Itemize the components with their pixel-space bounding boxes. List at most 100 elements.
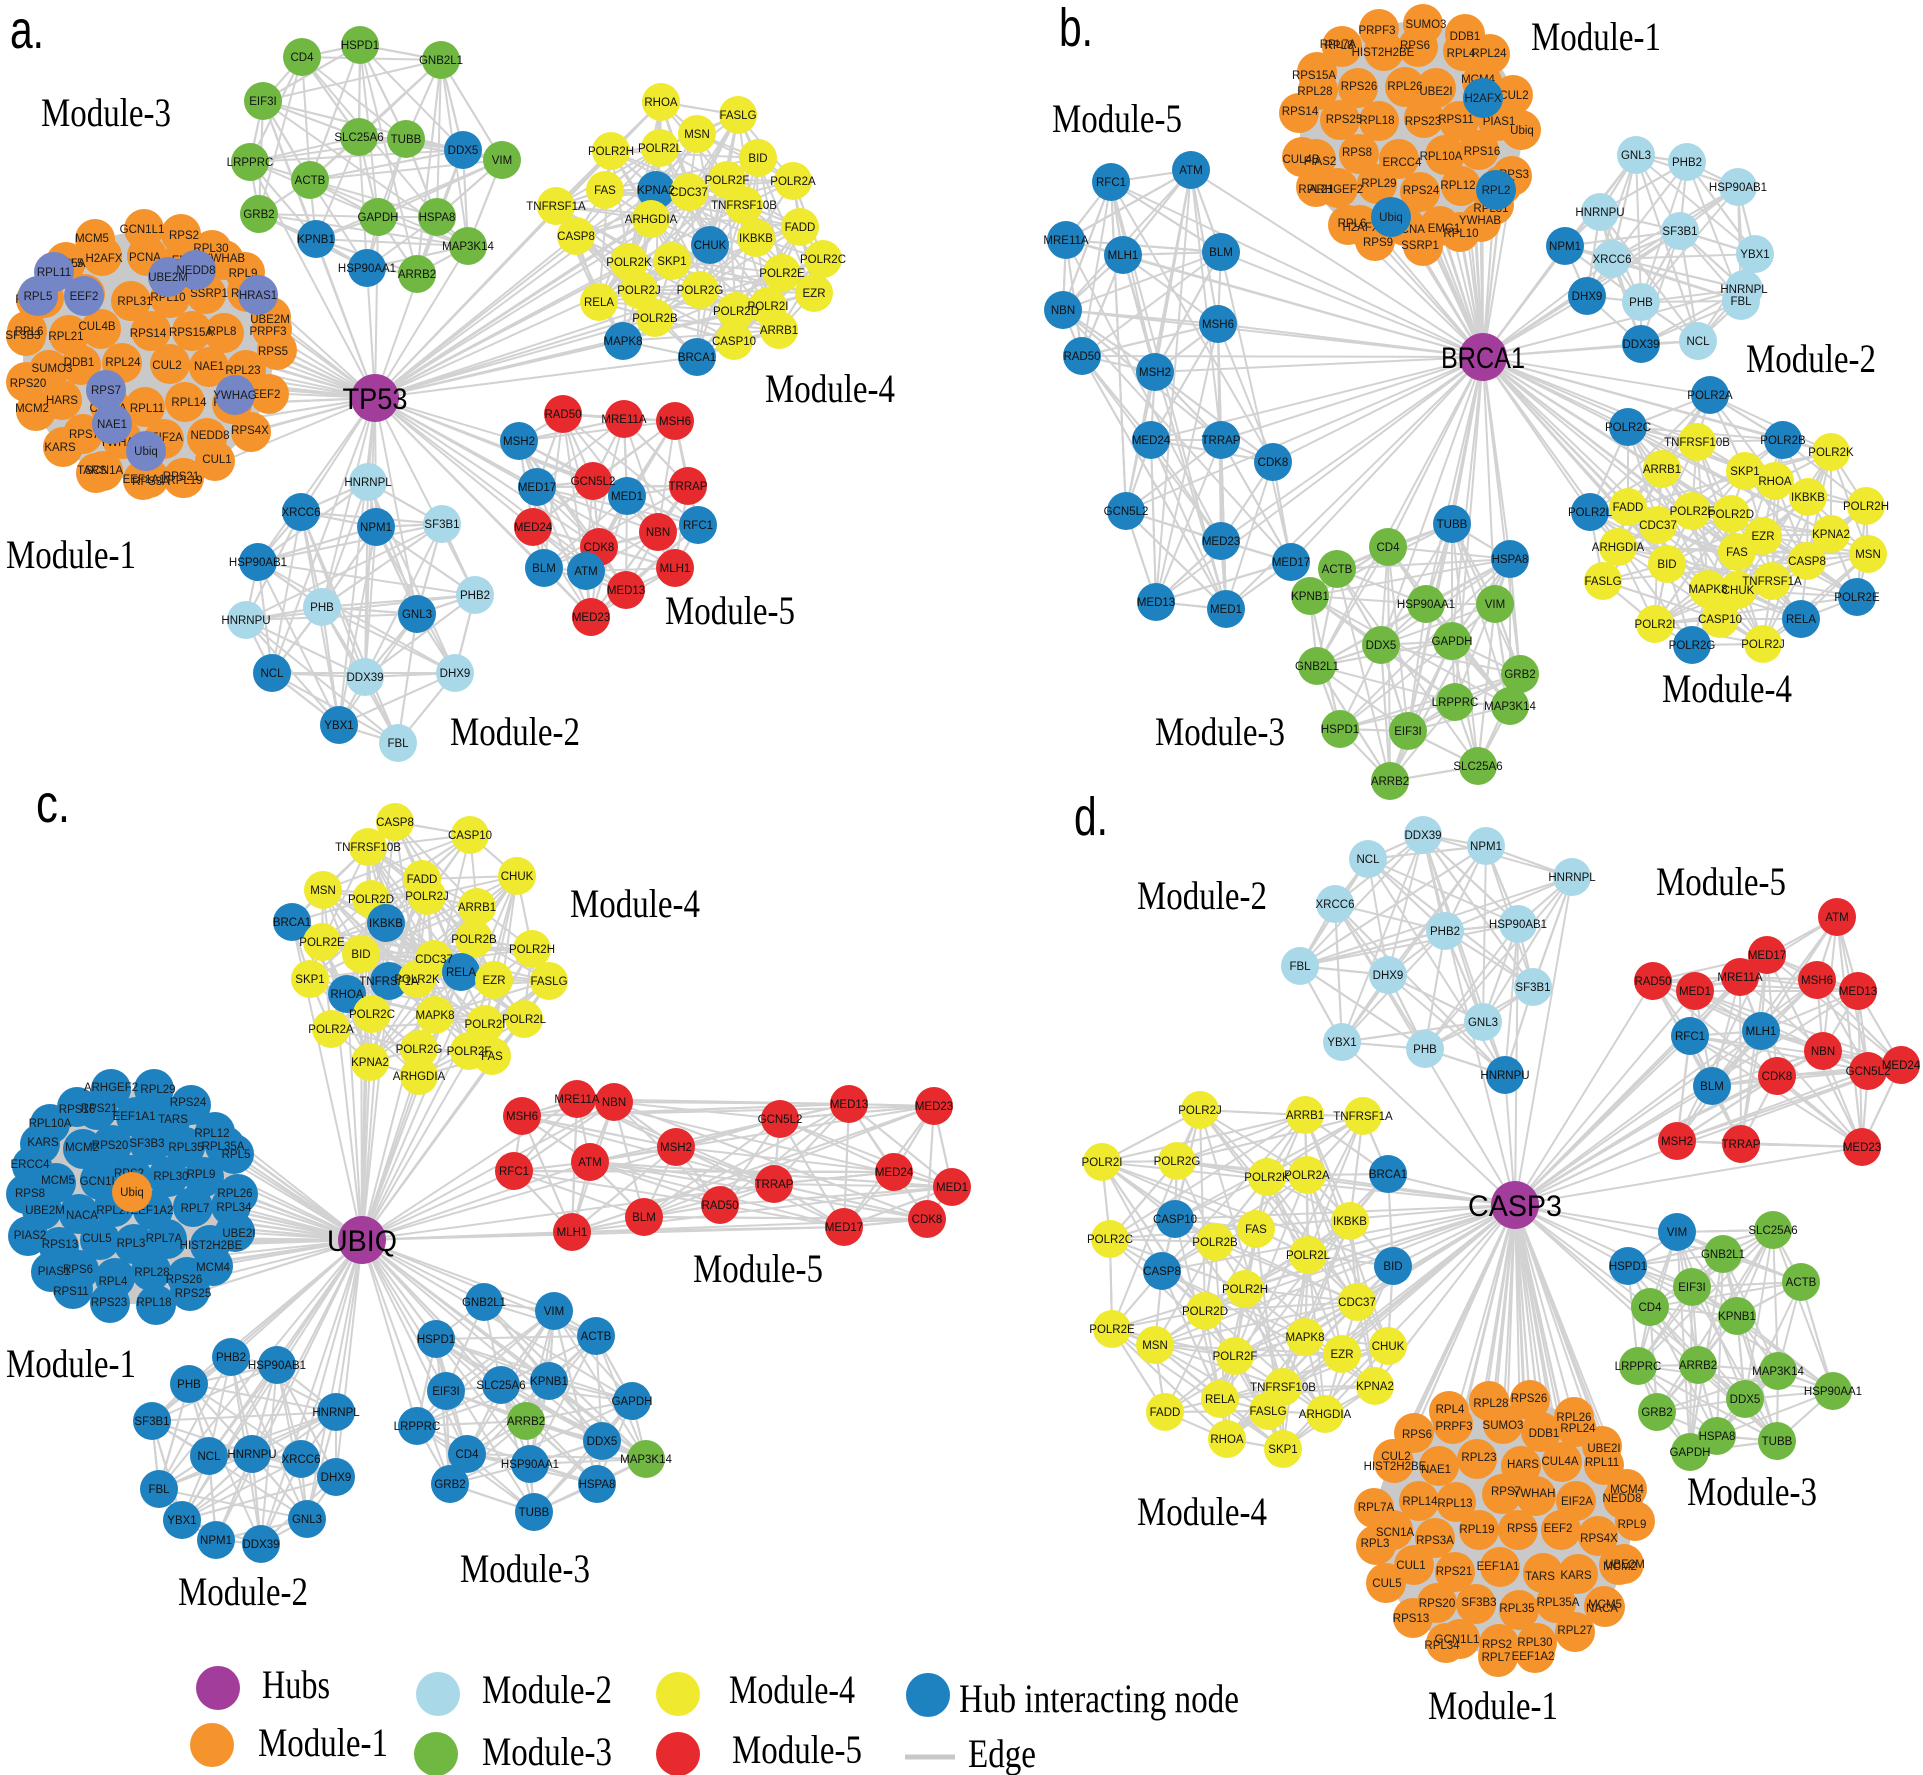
- svg-text:YBX1: YBX1: [167, 1515, 196, 1527]
- svg-text:POLR2E: POLR2E: [299, 937, 345, 949]
- svg-text:Ubiq: Ubiq: [1510, 125, 1534, 137]
- svg-text:Edge: Edge: [968, 1731, 1036, 1775]
- svg-text:POLR2C: POLR2C: [349, 1009, 395, 1021]
- svg-text:RPL3: RPL3: [117, 1238, 146, 1250]
- svg-text:ERCC4: ERCC4: [1383, 157, 1423, 169]
- svg-text:RPL18: RPL18: [1359, 115, 1394, 127]
- svg-text:RPL10A: RPL10A: [29, 1118, 72, 1130]
- svg-text:GNB2L1: GNB2L1: [1295, 661, 1339, 673]
- svg-text:b.: b.: [1059, 0, 1093, 58]
- svg-text:ARHGDIA: ARHGDIA: [1592, 542, 1645, 554]
- svg-text:RELA: RELA: [1205, 1394, 1235, 1406]
- svg-text:SCN1A: SCN1A: [1376, 1527, 1415, 1539]
- svg-text:MED23: MED23: [1202, 536, 1240, 548]
- svg-text:POLR2D: POLR2D: [348, 894, 394, 906]
- svg-text:RPL5: RPL5: [222, 1149, 251, 1161]
- svg-text:SKP1: SKP1: [1730, 466, 1759, 478]
- svg-text:MAPK8: MAPK8: [1286, 1332, 1325, 1344]
- svg-text:EIF3I: EIF3I: [1678, 1282, 1705, 1294]
- svg-text:RPL12: RPL12: [194, 1128, 229, 1140]
- svg-text:PRPF3: PRPF3: [249, 326, 286, 338]
- svg-text:POLR2D: POLR2D: [713, 306, 759, 318]
- svg-text:MED23: MED23: [915, 1101, 953, 1113]
- svg-text:TRRAP: TRRAP: [669, 481, 708, 493]
- svg-text:POLR2H: POLR2H: [1843, 501, 1889, 513]
- svg-text:Module-1: Module-1: [1531, 14, 1661, 59]
- svg-text:YWHAH: YWHAH: [1513, 1488, 1556, 1500]
- svg-text:GNL3: GNL3: [1468, 1017, 1498, 1029]
- svg-text:MSN: MSN: [1855, 549, 1881, 561]
- svg-text:HSPD1: HSPD1: [1321, 724, 1359, 736]
- svg-text:RPS21: RPS21: [81, 1103, 117, 1115]
- svg-text:CHUK: CHUK: [1372, 1341, 1405, 1353]
- svg-text:UBE2M: UBE2M: [250, 314, 290, 326]
- svg-text:FADD: FADD: [1150, 1407, 1181, 1419]
- svg-text:RPS11: RPS11: [53, 1286, 89, 1298]
- svg-text:RPL24: RPL24: [1560, 1423, 1596, 1435]
- svg-text:MSN: MSN: [310, 885, 336, 897]
- svg-text:HSPD1: HSPD1: [417, 1334, 455, 1346]
- svg-text:RPL34: RPL34: [1424, 1640, 1460, 1652]
- svg-text:EIF3I: EIF3I: [432, 1386, 459, 1398]
- svg-text:MED1: MED1: [1210, 604, 1242, 616]
- svg-text:MCM2: MCM2: [65, 1142, 99, 1154]
- svg-text:KARS: KARS: [1560, 1570, 1592, 1582]
- svg-text:HARS: HARS: [1507, 1459, 1539, 1471]
- svg-text:YWHAG: YWHAG: [213, 390, 257, 402]
- svg-text:RPS24: RPS24: [1403, 185, 1440, 197]
- svg-text:RPS20: RPS20: [1419, 1598, 1455, 1610]
- svg-text:ACTB: ACTB: [1322, 564, 1353, 576]
- svg-text:PIAS1: PIAS1: [38, 1266, 71, 1278]
- svg-text:POLR2A: POLR2A: [1687, 390, 1733, 402]
- svg-text:MCM5: MCM5: [1588, 1599, 1622, 1611]
- svg-text:d.: d.: [1074, 787, 1108, 847]
- svg-text:RPL28: RPL28: [1297, 86, 1332, 98]
- svg-text:MED1: MED1: [936, 1182, 968, 1194]
- svg-text:HNRNPU: HNRNPU: [221, 615, 270, 627]
- svg-text:RPL13: RPL13: [1437, 1498, 1472, 1510]
- svg-text:RPS25: RPS25: [1326, 114, 1362, 126]
- svg-text:NACA: NACA: [66, 1210, 98, 1222]
- svg-text:RPL27: RPL27: [1557, 1625, 1592, 1637]
- svg-text:IKBKB: IKBKB: [1791, 492, 1825, 504]
- svg-text:RPL7A: RPL7A: [1320, 39, 1357, 51]
- svg-text:RPL19: RPL19: [1459, 1524, 1494, 1536]
- svg-text:PHB: PHB: [310, 602, 334, 614]
- svg-text:ARRB1: ARRB1: [1286, 1110, 1324, 1122]
- svg-text:SLC25A6: SLC25A6: [1748, 1225, 1797, 1237]
- svg-text:PCNA: PCNA: [129, 252, 161, 264]
- svg-text:Hubs: Hubs: [262, 1662, 330, 1707]
- svg-text:POLR2D: POLR2D: [1182, 1306, 1228, 1318]
- svg-text:ARHGDIA: ARHGDIA: [625, 214, 678, 226]
- svg-text:CDK8: CDK8: [1258, 457, 1289, 469]
- svg-text:HSP90AA1: HSP90AA1: [338, 263, 396, 275]
- svg-text:H2AFX: H2AFX: [1464, 93, 1501, 105]
- svg-text:NBN: NBN: [1811, 1046, 1835, 1058]
- svg-text:RPS4X: RPS4X: [1580, 1533, 1618, 1545]
- svg-text:RELA: RELA: [446, 967, 476, 979]
- svg-text:TNFRSF10B: TNFRSF10B: [1664, 437, 1730, 449]
- svg-text:CDK8: CDK8: [912, 1214, 943, 1226]
- svg-text:MAPK8: MAPK8: [604, 336, 643, 348]
- svg-text:CD4: CD4: [290, 52, 314, 64]
- svg-text:NEDD8: NEDD8: [1603, 1493, 1642, 1505]
- svg-text:RPL28: RPL28: [1473, 1398, 1508, 1410]
- svg-text:CASP10: CASP10: [712, 336, 756, 348]
- svg-text:UBE2I: UBE2I: [222, 1228, 255, 1240]
- svg-text:a.: a.: [10, 0, 44, 60]
- svg-text:POLR2L: POLR2L: [502, 1014, 547, 1026]
- svg-text:SSRP1: SSRP1: [1401, 240, 1439, 252]
- svg-text:NEDD8: NEDD8: [177, 265, 216, 277]
- svg-text:POLR2E: POLR2E: [1834, 592, 1880, 604]
- svg-text:Module-4: Module-4: [765, 366, 895, 411]
- svg-text:CUL5: CUL5: [82, 1233, 111, 1245]
- svg-text:RPS21: RPS21: [1436, 1566, 1472, 1578]
- svg-text:RPS7: RPS7: [69, 429, 99, 441]
- svg-text:NBN: NBN: [1051, 305, 1075, 317]
- svg-text:RPL6: RPL6: [15, 326, 44, 338]
- svg-text:RPL9: RPL9: [187, 1169, 216, 1181]
- svg-text:NPM1: NPM1: [1549, 241, 1581, 253]
- svg-text:MAPK8: MAPK8: [416, 1010, 455, 1022]
- svg-text:FBL: FBL: [148, 1484, 170, 1496]
- svg-text:CDC37: CDC37: [670, 187, 708, 199]
